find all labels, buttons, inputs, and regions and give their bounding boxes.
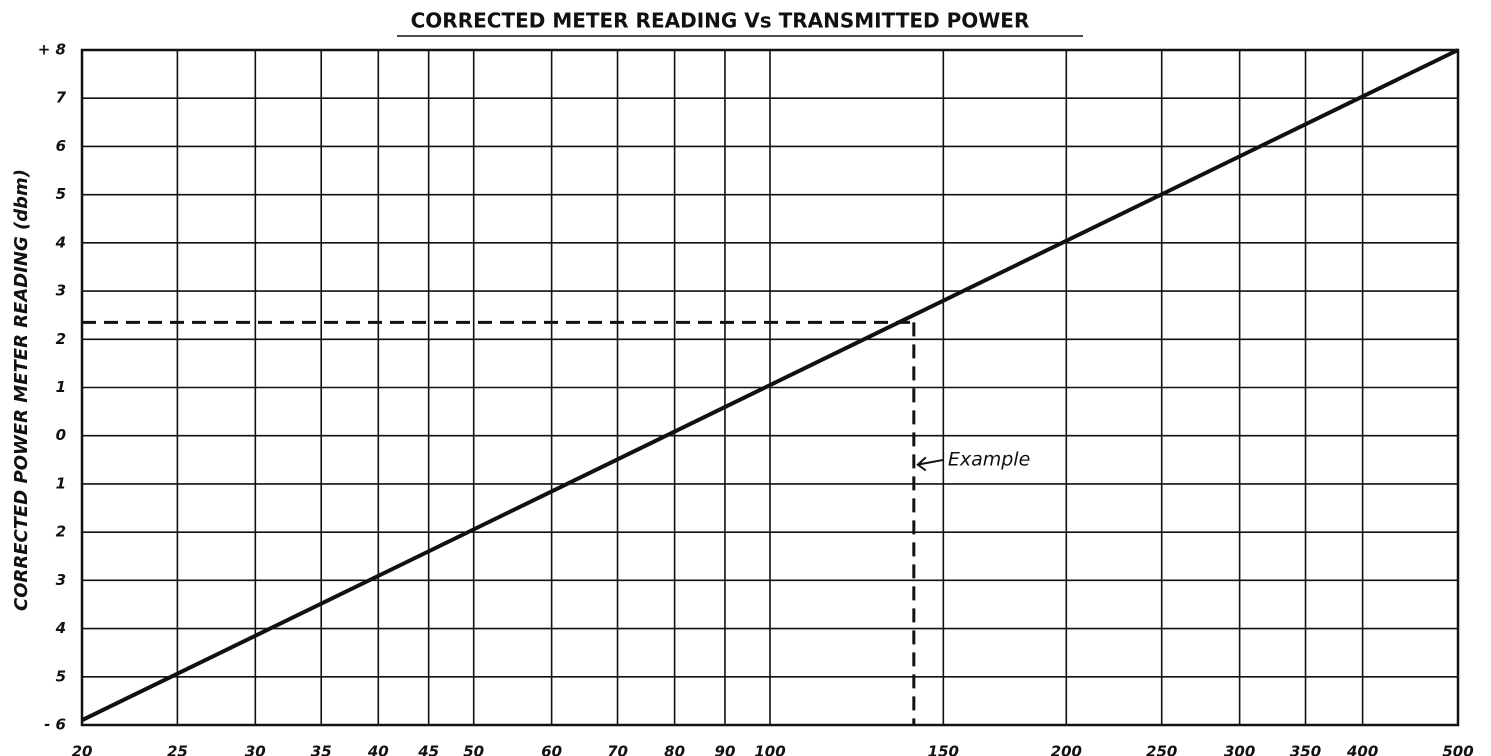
x-tick-label: 20	[72, 743, 93, 756]
x-tick-label: 350	[1290, 743, 1321, 756]
x-tick-label: 50	[463, 743, 484, 756]
y-tick-label: + 8	[38, 41, 66, 59]
x-tick-label: 500	[1442, 743, 1473, 756]
x-tick-label: 80	[664, 743, 685, 756]
x-tick-label: 60	[541, 743, 562, 756]
y-tick-label: 1	[56, 378, 66, 396]
chart-title: CORRECTED METER READING Vs TRANSMITTED P…	[411, 9, 1030, 33]
y-tick-label: 2	[56, 523, 66, 541]
x-tick-label: 250	[1146, 743, 1177, 756]
x-tick-label: 25	[167, 743, 188, 756]
y-tick-label: 7	[56, 89, 67, 107]
x-tick-label: 90	[715, 743, 736, 756]
y-tick-label: 6	[56, 137, 66, 155]
x-tick-label: 45	[417, 743, 439, 756]
plot-frame	[80, 48, 1460, 727]
y-tick-label: 4	[55, 233, 66, 251]
x-tick-label: 300	[1224, 743, 1255, 756]
example-label: Example	[948, 448, 1030, 470]
y-tick-label: 5	[56, 667, 66, 685]
y-tick-label: 4	[55, 619, 66, 637]
x-tick-label: 30	[245, 743, 266, 756]
y-tick-label: 5	[56, 185, 66, 203]
y-tick-label: - 6	[44, 716, 66, 734]
x-tick-label: 40	[367, 743, 389, 756]
y-tick-label: 2	[56, 330, 66, 348]
y-tick-label: 1	[56, 474, 66, 492]
y-axis-label: CORRECTED POWER METER READING (dbm)	[11, 169, 32, 611]
y-tick-label: 0	[56, 426, 66, 444]
x-tick-label: 150	[928, 743, 959, 756]
x-tick-label: 70	[607, 743, 628, 756]
x-tick-label: 400	[1346, 743, 1378, 756]
x-tick-label: 200	[1051, 743, 1082, 756]
example-arrow	[916, 456, 945, 472]
x-tick-label: 100	[754, 743, 785, 756]
x-tick-label: 35	[311, 743, 332, 756]
y-tick-label: 3	[56, 282, 66, 300]
y-tick-label: 3	[56, 571, 66, 589]
data-line	[81, 48, 1459, 722]
